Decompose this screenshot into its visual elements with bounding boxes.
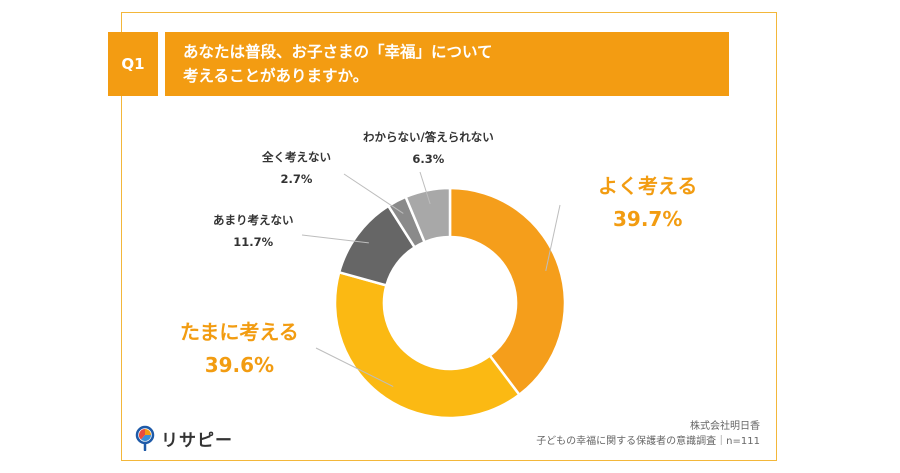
label-never-name: 全く考えない xyxy=(262,150,331,164)
source-survey: 子どもの幸福に関する保護者の意識調査｜n=111 xyxy=(536,436,760,447)
brand-logo: リサピー xyxy=(135,425,233,451)
label-rarely-name: あまり考えない xyxy=(213,213,294,227)
label-unknown-value: 6.3% xyxy=(412,152,445,166)
label-rarely-value: 11.7% xyxy=(233,235,274,249)
slice-often xyxy=(448,186,567,397)
label-often-value: 39.7% xyxy=(613,207,683,231)
slice-sometimes xyxy=(333,270,522,420)
magnifier-pie-logo-icon xyxy=(135,425,155,451)
leader-sometimes xyxy=(315,347,394,387)
label-often: よく考える 39.7% xyxy=(598,170,697,236)
label-sometimes-value: 39.6% xyxy=(204,353,275,377)
label-never-value: 2.7% xyxy=(280,172,313,186)
label-rarely: あまり考えない 11.7% xyxy=(213,209,294,253)
leader-often xyxy=(545,204,561,271)
slice-unknown xyxy=(404,186,452,244)
label-unknown: わからない/答えられない 6.3% xyxy=(363,126,494,170)
brand-name: リサピー xyxy=(161,430,233,451)
leader-never xyxy=(343,173,404,214)
question-text: あなたは普段、お子さまの「幸福」について 考えることがありますか。 xyxy=(165,32,729,96)
question-line-2: 考えることがありますか。 xyxy=(183,67,369,85)
source-note: 株式会社明日香 子どもの幸福に関する保護者の意識調査｜n=111 xyxy=(536,419,760,449)
label-sometimes-name: たまに考える xyxy=(180,320,299,344)
question-line-1: あなたは普段、お子さまの「幸福」について xyxy=(183,43,493,61)
label-often-name: よく考える xyxy=(598,174,698,198)
chart-frame xyxy=(121,12,777,461)
label-unknown-name: わからない/答えられない xyxy=(363,130,494,144)
leader-rarely xyxy=(301,234,369,244)
leader-unknown xyxy=(419,171,431,205)
source-company: 株式会社明日香 xyxy=(690,421,760,432)
label-never: 全く考えない 2.7% xyxy=(262,146,331,190)
label-sometimes: たまに考える 39.6% xyxy=(180,316,299,382)
question-badge: Q1 xyxy=(108,32,158,96)
